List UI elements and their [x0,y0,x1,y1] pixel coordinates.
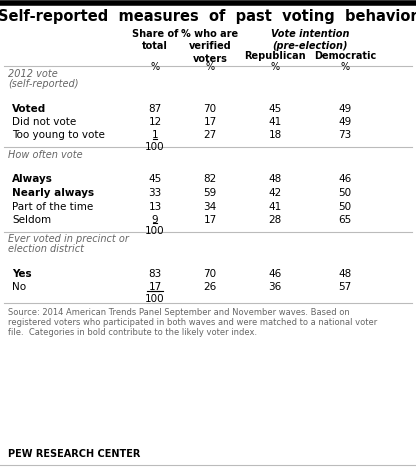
Text: Too young to vote: Too young to vote [12,130,105,141]
Text: 83: 83 [149,269,162,279]
Text: 2012 vote: 2012 vote [8,69,58,79]
Text: 82: 82 [203,175,217,184]
Text: 41: 41 [268,201,282,212]
Text: 70: 70 [203,104,217,113]
Text: No: No [12,283,26,292]
Text: Yes: Yes [12,269,32,279]
Text: 36: 36 [268,283,282,292]
Text: Democratic: Democratic [314,51,376,61]
Text: 45: 45 [149,175,162,184]
Text: Ever voted in precinct or: Ever voted in precinct or [8,234,129,245]
Text: How often vote: How often vote [8,150,83,160]
Text: Always: Always [12,175,53,184]
Text: 48: 48 [268,175,282,184]
Text: file.  Categories in bold contribute to the likely voter index.: file. Categories in bold contribute to t… [8,328,257,337]
Text: Republican: Republican [244,51,306,61]
Text: 27: 27 [203,130,217,141]
Text: %: % [270,62,280,72]
Text: PEW RESEARCH CENTER: PEW RESEARCH CENTER [8,449,140,459]
Text: Did not vote: Did not vote [12,117,76,127]
Text: 49: 49 [338,104,352,113]
Text: (self-reported): (self-reported) [8,79,79,89]
Text: 59: 59 [203,188,217,198]
Text: Vote intention
(pre-election): Vote intention (pre-election) [271,29,349,51]
Text: Voted: Voted [12,104,46,113]
Text: 18: 18 [268,130,282,141]
Text: 50: 50 [339,188,352,198]
Text: 1: 1 [152,130,158,141]
Text: 17: 17 [149,283,162,292]
Text: 57: 57 [338,283,352,292]
Text: 26: 26 [203,283,217,292]
Text: 48: 48 [338,269,352,279]
Text: registered voters who participated in both waves and were matched to a national : registered voters who participated in bo… [8,318,377,327]
Text: Part of the time: Part of the time [12,201,93,212]
Text: election district: election district [8,245,84,255]
Text: 100: 100 [145,226,165,236]
Text: %: % [151,62,160,72]
Text: 100: 100 [145,294,165,304]
Text: 12: 12 [149,117,162,127]
Text: 42: 42 [268,188,282,198]
Text: Source: 2014 American Trends Panel September and November waves. Based on: Source: 2014 American Trends Panel Septe… [8,308,350,317]
Text: 46: 46 [268,269,282,279]
Text: 9: 9 [152,215,158,225]
Text: 17: 17 [203,215,217,225]
Text: 87: 87 [149,104,162,113]
Text: 17: 17 [203,117,217,127]
Text: 45: 45 [268,104,282,113]
Text: 41: 41 [268,117,282,127]
Text: Seldom: Seldom [12,215,51,225]
Text: % who are
verified
voters: % who are verified voters [181,29,238,64]
Text: 100: 100 [145,142,165,152]
Text: 49: 49 [338,117,352,127]
Text: 70: 70 [203,269,217,279]
Text: 65: 65 [338,215,352,225]
Text: 50: 50 [339,201,352,212]
Text: 13: 13 [149,201,162,212]
Text: %: % [206,62,215,72]
Text: 34: 34 [203,201,217,212]
Text: 28: 28 [268,215,282,225]
Text: Share of
total: Share of total [132,29,178,51]
Text: 33: 33 [149,188,162,198]
Text: Self-reported  measures  of  past  voting  behavior: Self-reported measures of past voting be… [0,9,416,24]
Text: 46: 46 [338,175,352,184]
Text: Nearly always: Nearly always [12,188,94,198]
Text: %: % [340,62,349,72]
Text: 73: 73 [338,130,352,141]
